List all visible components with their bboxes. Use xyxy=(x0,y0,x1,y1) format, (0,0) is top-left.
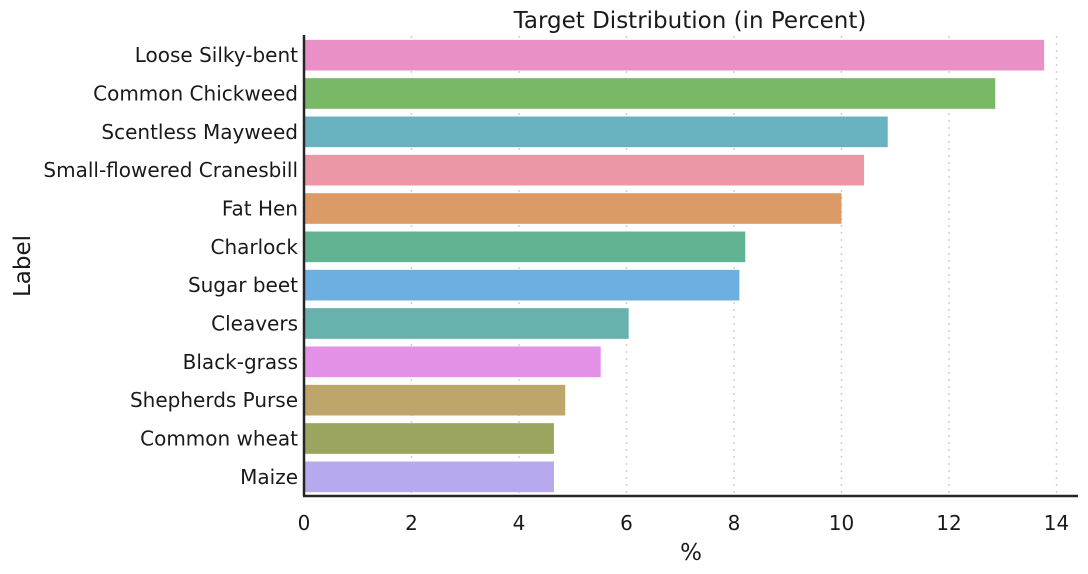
category-label: Shepherds Purse xyxy=(130,388,298,412)
x-axis-label: % xyxy=(680,540,702,566)
bar xyxy=(304,39,1045,71)
bar xyxy=(304,193,842,224)
category-label: Maize xyxy=(240,465,298,489)
bar xyxy=(304,269,740,301)
category-label: Cleavers xyxy=(211,312,298,336)
x-tick-label: 14 xyxy=(1044,511,1069,535)
category-label: Sugar beet xyxy=(188,273,298,297)
category-label: Black-grass xyxy=(183,350,298,374)
bar xyxy=(304,154,865,186)
x-tick-label: 4 xyxy=(513,511,526,535)
x-tick-label: 10 xyxy=(829,511,854,535)
category-label: Common wheat xyxy=(140,427,298,451)
x-tick-label: 12 xyxy=(936,511,961,535)
x-tick-label: 0 xyxy=(298,511,311,535)
category-label: Loose Silky-bent xyxy=(135,43,298,67)
x-tick-label: 6 xyxy=(620,511,633,535)
x-tick-label: 8 xyxy=(728,511,741,535)
bar xyxy=(304,461,554,493)
bar xyxy=(304,384,566,416)
category-label: Charlock xyxy=(211,235,299,259)
category-label: Fat Hen xyxy=(222,197,298,221)
x-axis-ticks: 0 2 4 6 8 10 12 14 xyxy=(298,511,1070,535)
bar xyxy=(304,231,746,263)
bar xyxy=(304,78,996,109)
y-axis-label: Label xyxy=(10,235,36,297)
bar xyxy=(304,423,554,454)
chart-title: Target Distribution (in Percent) xyxy=(513,8,867,34)
category-label: Scentless Mayweed xyxy=(101,120,298,144)
category-label: Small-flowered Cranesbill xyxy=(43,158,298,182)
bar xyxy=(304,308,629,339)
x-tick-label: 2 xyxy=(405,511,418,535)
category-labels: Loose Silky-bent Common Chickweed Scentles… xyxy=(43,43,298,489)
bars xyxy=(304,39,1045,493)
bar xyxy=(304,116,888,148)
bar xyxy=(304,346,601,378)
category-label: Common Chickweed xyxy=(93,82,298,106)
